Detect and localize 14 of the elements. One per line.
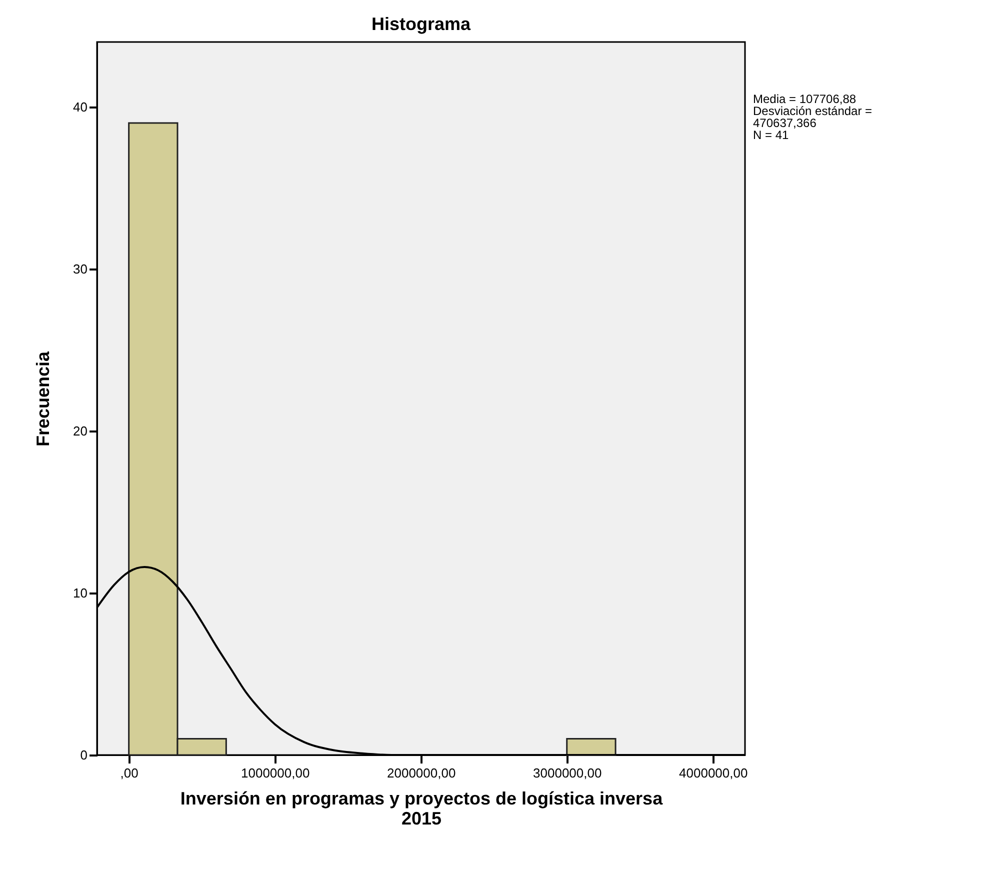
chart-title: Histograma [371,14,472,34]
y-tick-label: 20 [73,423,88,438]
y-tick-label: 0 [80,748,88,762]
x-tick-label: 1000000,00 [241,766,310,780]
text: Media = 107706,88 Desviación estándar = 470637,366 N = 41 [753,92,872,142]
y-tick-label: 10 [73,585,88,600]
y-tick-label: 40 [73,99,88,114]
x-tick-label: ,00 [120,766,138,780]
x-tick-label: 3000000,00 [533,766,602,780]
y-axis-title: Frecuencia [33,350,54,447]
x-tick-label: 2000000,00 [387,766,456,780]
x-axis-title: Inversión en programas y proyectos de logística inversa 2015 [180,788,664,828]
y-tick-label: 30 [73,261,88,276]
x-tick-label: 4000000,00 [679,766,748,780]
